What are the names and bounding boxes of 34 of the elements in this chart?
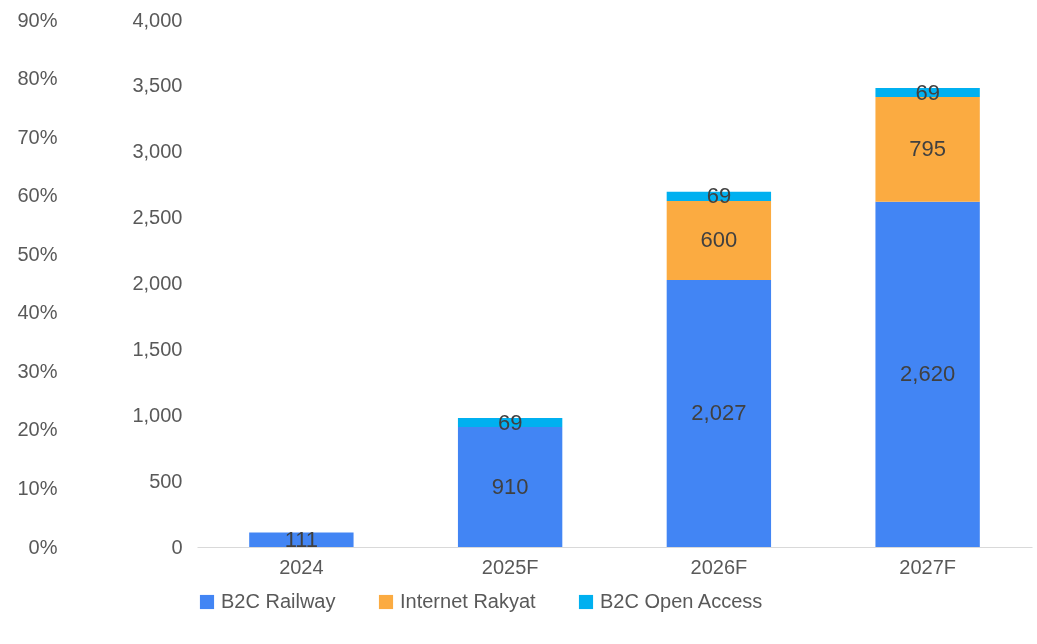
data-label: 2,027 [691, 400, 747, 426]
y2-tick-label: 70% [17, 125, 58, 148]
y2-tick-label: 30% [17, 359, 58, 382]
y-tick-label: 2,000 [132, 272, 183, 294]
y-tick-label: 3,500 [132, 74, 183, 97]
legend-label: B2C Open Access [600, 590, 763, 612]
y2-tick-label: 10% [17, 476, 58, 499]
y2-tick-label: 80% [17, 67, 58, 90]
y-tick-label: 2,500 [132, 206, 183, 229]
y-tick-label: 500 [149, 469, 183, 492]
data-label: 111 [284, 526, 319, 552]
y-tick-label: 1,500 [132, 337, 183, 360]
y-tick-label: 3,000 [132, 140, 183, 163]
bar [875, 201, 980, 547]
x-tick-label: 2024 [279, 555, 324, 578]
x-tick-label: 2025F [481, 555, 539, 578]
legend-label: Internet Rakyat [400, 590, 537, 612]
y2-tick-label: 40% [17, 301, 58, 324]
bar [666, 279, 772, 547]
y-tick-label: 1,000 [132, 403, 183, 426]
data-label: 910 [491, 474, 529, 500]
y2-tick-label: 0% [28, 535, 58, 558]
y-tick-label: 4,000 [132, 8, 183, 31]
data-label: 795 [909, 136, 946, 162]
x-tick-label: 2027F [899, 555, 956, 578]
y2-tick-label: 50% [17, 242, 58, 265]
x-tick-label: 2026F [690, 555, 748, 578]
y2-tick-label: 90% [17, 8, 58, 31]
y2-tick-label: 20% [17, 418, 58, 441]
data-label: 2,620 [900, 361, 956, 387]
y-tick-label: 0 [171, 535, 183, 558]
legend-label: B2C Railway [221, 590, 336, 612]
data-label: 600 [700, 227, 738, 253]
y2-tick-label: 60% [17, 184, 58, 207]
